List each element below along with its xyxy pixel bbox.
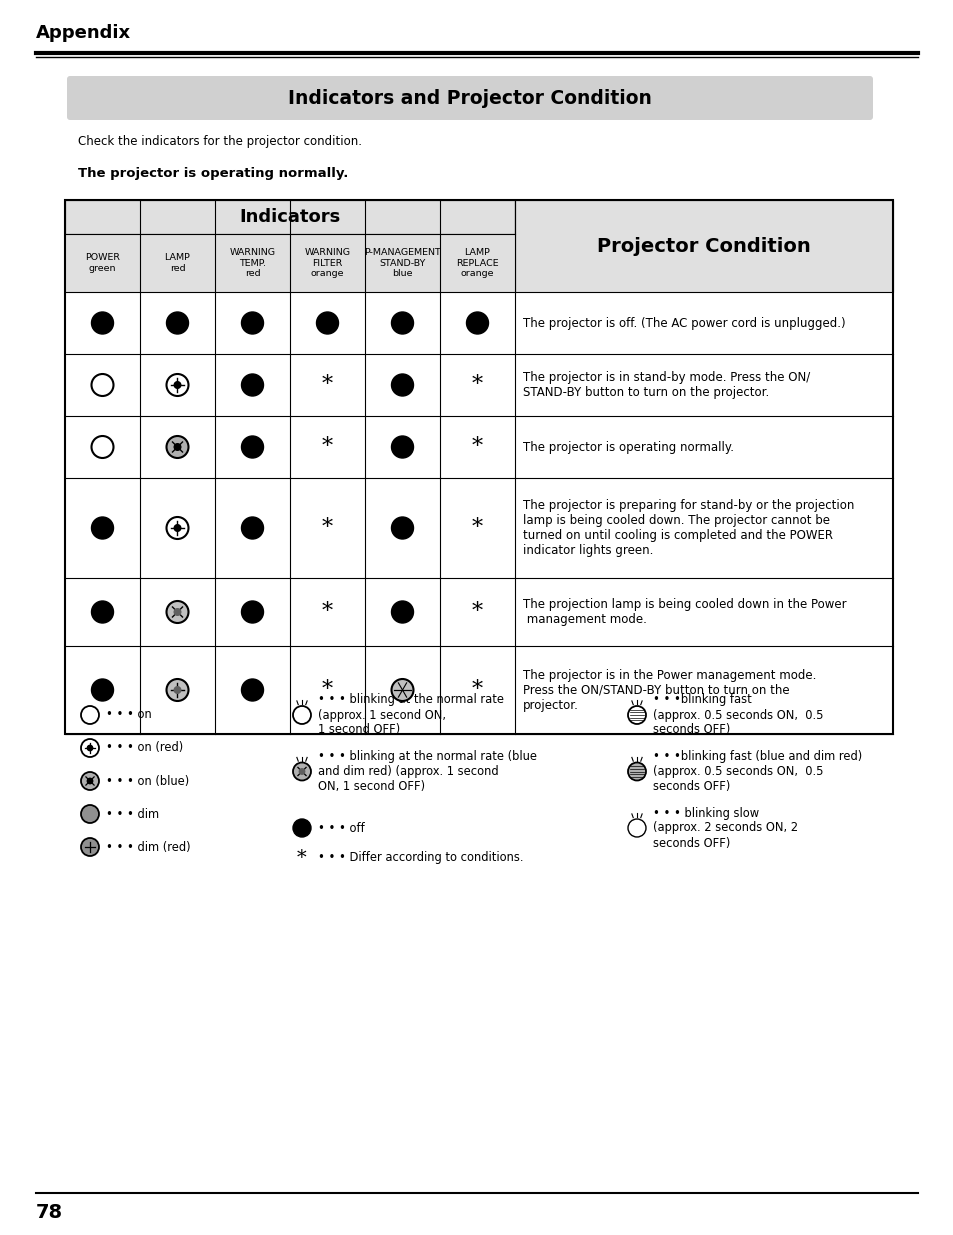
- Text: *: *: [321, 679, 333, 701]
- Bar: [65, 233, 515, 291]
- Text: The projector is off. (The AC power cord is unplugged.): The projector is off. (The AC power cord…: [522, 316, 844, 330]
- Text: • • • dim (red): • • • dim (red): [106, 841, 191, 853]
- Bar: [65, 200, 892, 734]
- Text: • • • blinking at the normal rate
(approx. 1 second ON,
1 second OFF): • • • blinking at the normal rate (appro…: [317, 694, 503, 736]
- Circle shape: [293, 819, 311, 837]
- Circle shape: [91, 517, 113, 538]
- Text: Appendix: Appendix: [36, 23, 131, 42]
- Circle shape: [293, 762, 311, 781]
- Text: Indicators and Projector Condition: Indicators and Projector Condition: [288, 89, 651, 107]
- Circle shape: [174, 443, 181, 451]
- Circle shape: [391, 374, 413, 396]
- Circle shape: [174, 609, 181, 615]
- Text: • • • on (red): • • • on (red): [106, 741, 183, 755]
- Circle shape: [391, 601, 413, 622]
- Text: • • •blinking fast
(approx. 0.5 seconds ON,  0.5
seconds OFF): • • •blinking fast (approx. 0.5 seconds …: [652, 694, 822, 736]
- Text: The projector is in the Power management mode.
Press the ON/STAND-BY button to t: The projector is in the Power management…: [522, 668, 816, 711]
- Text: *: *: [472, 601, 482, 622]
- FancyBboxPatch shape: [67, 77, 872, 120]
- Circle shape: [241, 374, 263, 396]
- Text: The projector is operating normally.: The projector is operating normally.: [78, 167, 348, 180]
- Circle shape: [88, 778, 92, 784]
- Text: *: *: [297, 848, 307, 867]
- Text: *: *: [321, 517, 333, 538]
- Circle shape: [391, 312, 413, 333]
- Text: 78: 78: [36, 1203, 63, 1223]
- Text: • • • dim: • • • dim: [106, 808, 159, 820]
- Circle shape: [241, 679, 263, 701]
- Text: • • • on: • • • on: [106, 709, 152, 721]
- Circle shape: [299, 769, 304, 774]
- Text: P-MANAGEMENT
STAND-BY
blue: P-MANAGEMENT STAND-BY blue: [364, 248, 440, 278]
- Text: LAMP
REPLACE
orange: LAMP REPLACE orange: [456, 248, 498, 278]
- Circle shape: [167, 436, 189, 458]
- Text: *: *: [472, 436, 482, 458]
- Circle shape: [81, 739, 99, 757]
- Text: Check the indicators for the projector condition.: Check the indicators for the projector c…: [78, 135, 361, 148]
- Circle shape: [174, 382, 181, 388]
- Text: • • •blinking fast (blue and dim red)
(approx. 0.5 seconds ON,  0.5
seconds OFF): • • •blinking fast (blue and dim red) (a…: [652, 750, 862, 793]
- Circle shape: [167, 679, 189, 701]
- Bar: [65, 200, 515, 233]
- Text: The projector is preparing for stand-by or the projection
lamp is being cooled d: The projector is preparing for stand-by …: [522, 499, 854, 557]
- Text: • • • off: • • • off: [317, 821, 364, 835]
- Text: *: *: [472, 374, 482, 396]
- Text: *: *: [321, 436, 333, 458]
- Text: *: *: [472, 517, 482, 538]
- Text: *: *: [321, 374, 333, 396]
- Text: LAMP
red: LAMP red: [164, 253, 191, 273]
- Circle shape: [81, 772, 99, 790]
- Text: POWER
green: POWER green: [85, 253, 120, 273]
- Circle shape: [167, 601, 189, 622]
- Text: *: *: [472, 679, 482, 701]
- Circle shape: [466, 312, 488, 333]
- Circle shape: [391, 436, 413, 458]
- Text: WARNING
TEMP.
red: WARNING TEMP. red: [230, 248, 275, 278]
- Text: WARNING
FILTER
orange: WARNING FILTER orange: [304, 248, 350, 278]
- Text: Projector Condition: Projector Condition: [597, 236, 810, 256]
- Circle shape: [91, 601, 113, 622]
- Circle shape: [391, 517, 413, 538]
- Circle shape: [316, 312, 338, 333]
- Circle shape: [174, 525, 181, 531]
- Circle shape: [174, 687, 181, 693]
- Circle shape: [391, 679, 413, 701]
- Circle shape: [81, 805, 99, 823]
- Circle shape: [241, 601, 263, 622]
- Text: The projector is in stand-by mode. Press the ON/
STAND-BY button to turn on the : The projector is in stand-by mode. Press…: [522, 370, 809, 399]
- Circle shape: [91, 312, 113, 333]
- Text: Indicators: Indicators: [239, 207, 340, 226]
- Circle shape: [91, 679, 113, 701]
- Circle shape: [167, 374, 189, 396]
- Text: • • • blinking at the normal rate (blue
and dim red) (approx. 1 second
ON, 1 sec: • • • blinking at the normal rate (blue …: [317, 750, 537, 793]
- Text: • • • blinking slow
(approx. 2 seconds ON, 2
seconds OFF): • • • blinking slow (approx. 2 seconds O…: [652, 806, 798, 850]
- Circle shape: [241, 517, 263, 538]
- Circle shape: [167, 517, 189, 538]
- Circle shape: [88, 745, 92, 751]
- Text: • • • on (blue): • • • on (blue): [106, 774, 189, 788]
- Bar: [515, 200, 892, 291]
- Text: • • • Differ according to conditions.: • • • Differ according to conditions.: [317, 851, 523, 864]
- Text: The projection lamp is being cooled down in the Power
 management mode.: The projection lamp is being cooled down…: [522, 598, 845, 626]
- Text: The projector is operating normally.: The projector is operating normally.: [522, 441, 733, 453]
- Circle shape: [81, 839, 99, 856]
- Circle shape: [627, 762, 645, 781]
- Circle shape: [167, 312, 189, 333]
- Text: *: *: [321, 601, 333, 622]
- Circle shape: [241, 436, 263, 458]
- Circle shape: [241, 312, 263, 333]
